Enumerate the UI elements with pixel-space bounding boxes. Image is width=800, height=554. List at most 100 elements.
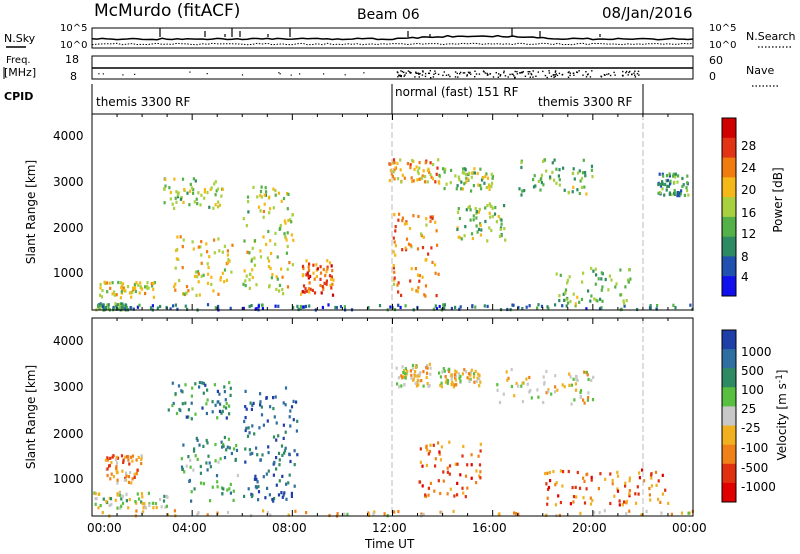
- velocity-cell: [131, 459, 134, 463]
- velocity-cell: [118, 492, 122, 496]
- power-cell: [253, 239, 257, 243]
- velocity-cell: [521, 381, 524, 385]
- power-cell: [473, 171, 476, 175]
- nave-dot: [432, 76, 435, 78]
- velocity-cell: [554, 503, 557, 507]
- power-cell: [659, 191, 662, 195]
- velocity-cell: [225, 401, 228, 406]
- velocity-cell: [466, 486, 469, 490]
- velocity-cell: [128, 462, 131, 466]
- power-cell: [133, 282, 137, 287]
- velocity-cell: [288, 452, 291, 456]
- power-cell: [275, 287, 278, 291]
- power-cell: [488, 226, 491, 230]
- velocity-cell: [178, 407, 181, 412]
- velocity-cell: [593, 511, 596, 515]
- nave-dot: [407, 70, 410, 72]
- velocity-cell: [285, 482, 288, 486]
- power-cell: [108, 281, 111, 285]
- nave-dot: [290, 74, 292, 76]
- power-cell: [479, 223, 482, 227]
- power-cell: [242, 306, 245, 310]
- velocity-cell: [127, 455, 130, 459]
- velocity-cell: [116, 506, 119, 510]
- velocity-cell: [262, 475, 265, 479]
- power-cells: [95, 158, 694, 312]
- velocity-cell: [216, 416, 219, 420]
- velocity-cell: [409, 369, 412, 373]
- power-cell: [192, 187, 195, 192]
- power-cell: [450, 306, 453, 311]
- power-cell: [428, 170, 431, 174]
- power-cell: [580, 297, 584, 301]
- power-cell: [426, 180, 429, 184]
- power-cell: [614, 285, 617, 289]
- power-cell: [431, 260, 434, 264]
- power-cell: [102, 307, 106, 311]
- vel-cbar-tick-neg100: -100: [741, 441, 768, 455]
- velocity-cell: [269, 513, 272, 517]
- nave-dot: [400, 70, 402, 72]
- velocity-cell: [661, 492, 664, 496]
- nave-dot: [363, 72, 365, 74]
- velocity-cell: [544, 471, 547, 476]
- power-cell: [312, 263, 315, 267]
- power-cell: [330, 264, 333, 268]
- velocity-cell: [545, 369, 548, 374]
- velocity-cell: [93, 491, 96, 495]
- power-cell: [594, 282, 597, 286]
- nave-dot: [552, 74, 555, 76]
- power-cell: [392, 264, 395, 268]
- power-cell: [280, 199, 283, 203]
- power-cell: [206, 250, 209, 254]
- velocity-cell: [282, 493, 285, 497]
- power-cell: [672, 174, 675, 178]
- power-cell: [462, 167, 465, 171]
- power-cell: [542, 183, 545, 187]
- velocity-cell: [528, 375, 531, 380]
- velocity-cell: [223, 456, 227, 460]
- power-cell: [197, 191, 200, 195]
- nave-dot: [504, 75, 507, 77]
- velocity-cell: [244, 416, 247, 420]
- velocity-cell: [182, 443, 185, 447]
- nave-dot: [553, 76, 555, 78]
- velocity-cell: [187, 455, 190, 459]
- power-cell: [248, 304, 251, 309]
- velocity-cell: [220, 440, 223, 444]
- velocity-cell: [367, 513, 371, 517]
- cpid-panel: CPID themis 3300 RF normal (fast) 151 RF…: [4, 84, 644, 114]
- power-cell: [144, 291, 147, 296]
- power-cell: [131, 290, 134, 294]
- velocity-cell: [268, 493, 271, 497]
- velocity-cell: [628, 492, 631, 496]
- velocity-cell: [192, 449, 196, 453]
- velocity-cell: [547, 390, 550, 394]
- nave-dot: [556, 74, 559, 77]
- velocity-cell: [216, 485, 219, 489]
- velocity-cbar-title-main: Velocity [m s: [775, 383, 789, 460]
- velocity-cell: [429, 481, 432, 485]
- nave-dot: [399, 74, 401, 76]
- power-cell: [454, 174, 457, 178]
- velocity-cell: [454, 376, 457, 380]
- power-cell: [477, 183, 480, 187]
- velocity-cell: [442, 367, 445, 371]
- velocity-cell: [245, 407, 248, 411]
- velocity-cell: [283, 451, 286, 455]
- velocity-cell: [133, 472, 136, 476]
- power-cell: [216, 187, 220, 191]
- power-cell: [150, 282, 153, 286]
- nave-dot: [418, 73, 420, 75]
- power-cell: [159, 304, 162, 309]
- velocity-cell: [575, 495, 578, 499]
- velocity-cell: [572, 500, 575, 504]
- power-cell: [120, 285, 123, 290]
- velocity-cells: [93, 362, 694, 518]
- power-cell: [401, 248, 404, 252]
- velocity-cell: [164, 505, 167, 509]
- power-cell: [269, 207, 272, 211]
- velocity-cell: [284, 386, 288, 390]
- velocity-colorbar-title: Velocity [m s-1]: [775, 370, 789, 461]
- power-cell: [176, 235, 179, 239]
